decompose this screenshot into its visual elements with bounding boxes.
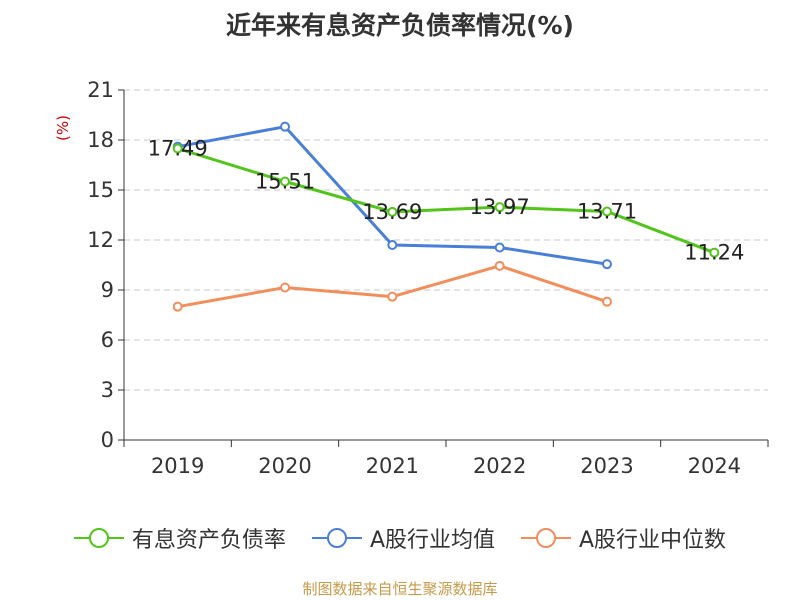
data-label: 17.49 — [148, 137, 208, 161]
series-0-point — [494, 202, 505, 213]
data-label: 11.24 — [684, 241, 744, 265]
legend-item-series-1[interactable]: A股行业均值 — [311, 522, 495, 554]
series-0-point — [280, 176, 290, 187]
series-0-point — [172, 143, 183, 154]
series-1-point — [494, 242, 505, 253]
source-note: 制图数据来自恒生聚源数据库 — [302, 580, 498, 598]
series-1-point — [602, 259, 612, 270]
y-tick-label: 15 — [87, 178, 114, 202]
x-tick-label: 2020 — [258, 454, 311, 478]
x-tick-label: 2019 — [151, 454, 204, 478]
data-label: 13.69 — [362, 200, 422, 224]
legend-label: A股行业中位数 — [579, 528, 727, 553]
series-layer — [172, 121, 720, 312]
y-tick-label: 18 — [87, 128, 114, 152]
legend-label: A股行业均值 — [369, 528, 495, 553]
series-2-point — [494, 260, 505, 271]
x-tick-label: 2022 — [473, 454, 526, 478]
series-0-point — [387, 206, 398, 217]
legend-marker-icon — [311, 527, 362, 549]
legend-marker-icon — [73, 527, 124, 549]
series-2-point — [172, 301, 183, 312]
y-tick-label: 21 — [87, 78, 114, 102]
x-tick-label: 2023 — [580, 454, 633, 478]
y-tick-label: 0 — [101, 428, 114, 452]
series-line-0 — [177, 147, 715, 255]
x-tick-label: 2024 — [688, 454, 741, 478]
series-0-point — [709, 247, 720, 258]
data-label: 13.71 — [577, 200, 637, 224]
data-label: 15.51 — [255, 170, 315, 194]
y-tick-label: 6 — [101, 328, 114, 352]
axis-layer: 0 3 6 9 12 15 18 21 2019 2020 2021 2022 2023 2024 (%) — [54, 78, 769, 478]
y-axis-label: (%) — [54, 115, 72, 141]
grid-layer — [124, 89, 768, 391]
legend-item-series-2[interactable]: A股行业中位数 — [521, 522, 726, 554]
series-1-point — [387, 240, 398, 250]
label-layer: 17.49 15.51 13.69 13.97 13.71 11.24 — [148, 137, 745, 265]
series-0-point — [602, 206, 612, 217]
legend: 有息资产负债率 A股行业均值 A股行业中位数 — [0, 520, 800, 556]
legend-marker-icon — [521, 527, 571, 549]
series-2-point — [280, 282, 290, 293]
x-tick-label: 2021 — [366, 454, 419, 478]
series-2-point — [387, 291, 398, 302]
y-tick-label: 3 — [101, 378, 114, 402]
series-1-point — [280, 121, 290, 132]
y-tick-label: 9 — [101, 278, 114, 302]
chart-title: 近年来有息资产负债率情况(%) — [226, 11, 574, 40]
legend-item-series-0[interactable]: 有息资产负债率 — [73, 522, 286, 554]
y-tick-label: 12 — [87, 228, 114, 252]
legend-label: 有息资产负债率 — [131, 528, 286, 553]
series-2-point — [602, 296, 612, 307]
data-label: 13.97 — [470, 195, 530, 219]
